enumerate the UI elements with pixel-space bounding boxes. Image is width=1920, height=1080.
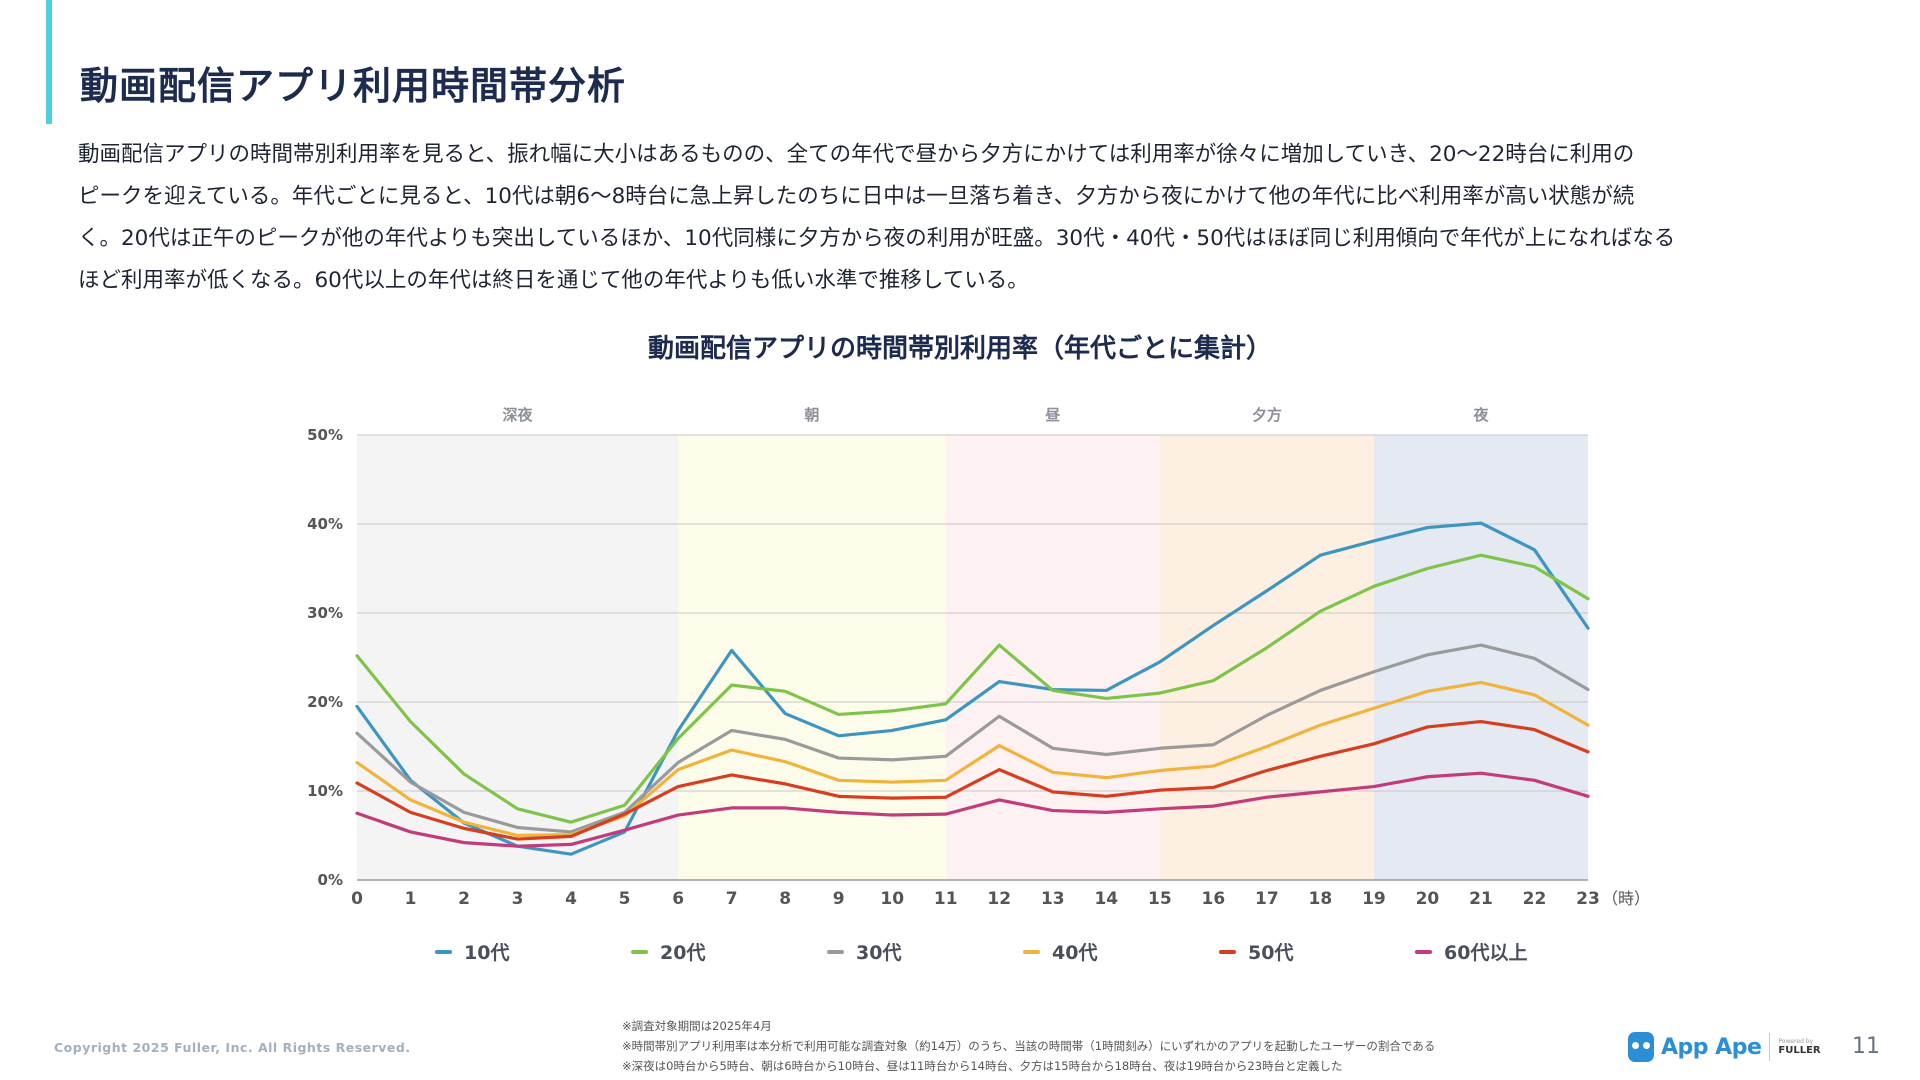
footnote: ※時間帯別アプリ利用率は本分析で利用可能な調査対象（約14万）のうち、当該の時間… (622, 1039, 1436, 1053)
x-tick-label: 9 (833, 889, 845, 909)
time-band (1373, 435, 1588, 880)
legend-label: 30代 (856, 942, 902, 964)
x-tick-label: 22 (1523, 889, 1547, 909)
band-label: 朝 (804, 406, 819, 424)
page-title: 動画配信アプリ利用時間帯分析 (80, 64, 627, 108)
legend-item-20s: 20代 (631, 938, 705, 965)
x-tick-label: 15 (1148, 889, 1172, 909)
time-band (678, 435, 946, 880)
legend-swatch (1415, 949, 1432, 954)
footnote: ※深夜は0時台から5時台、朝は6時台から10時台、昼は11時台から14時台、夕方… (622, 1059, 1343, 1073)
x-tick-label: 1 (405, 889, 417, 909)
band-label: 夕方 (1252, 406, 1282, 424)
x-unit-label: （時） (1602, 889, 1650, 908)
x-tick-label: 23 (1576, 889, 1600, 909)
series-line (355, 680, 1590, 838)
band-label: 昼 (1045, 406, 1060, 424)
x-tick-label: 6 (672, 889, 684, 909)
legend-item-40s: 40代 (1023, 938, 1097, 965)
footnotes: ※調査対象期間は2025年4月 ※時間帯別アプリ利用率は本分析で利用可能な調査対… (622, 1016, 1435, 1076)
y-tick-label: 0% (318, 871, 343, 889)
y-tick-label: 50% (307, 426, 343, 444)
x-tick-label: 5 (619, 889, 631, 909)
legend-swatch (827, 949, 844, 954)
x-tick-label: 3 (512, 889, 524, 909)
legend-label: 10代 (464, 942, 510, 964)
x-tick-label: 10 (880, 889, 904, 909)
x-tick-label: 13 (1041, 889, 1065, 909)
legend-item-60s-plus: 60代以上 (1415, 938, 1527, 965)
powered-by: Powered by FULLER (1778, 1038, 1820, 1056)
app-ape-logo: App Ape Powered by FULLER (1628, 1030, 1821, 1064)
intro-line: く。20代は正午のピークが他の年代よりも突出しているほか、10代同様に夕方から夜… (78, 226, 1676, 251)
series-line (355, 771, 1590, 848)
x-tick-label: 20 (1416, 889, 1440, 909)
intro-line: 動画配信アプリの時間帯別利用率を見ると、振れ幅に大小はあるものの、全ての年代で昼… (78, 142, 1635, 167)
app-ape-icon (1628, 1032, 1654, 1062)
band-label: 夜 (1472, 406, 1489, 424)
footnote: ※調査対象期間は2025年4月 (622, 1019, 772, 1033)
time-band (1159, 435, 1374, 880)
legend-swatch (1219, 949, 1236, 954)
x-tick-label: 21 (1469, 889, 1493, 909)
x-tick-label: 17 (1255, 889, 1279, 909)
series-line (355, 719, 1590, 841)
copyright: Copyright 2025 Fuller, Inc. All Rights R… (54, 1040, 411, 1055)
x-tick-label: 19 (1362, 889, 1386, 909)
legend-swatch (435, 949, 452, 954)
legend-swatch (1023, 949, 1040, 954)
chart-legend: 10代 20代 30代 40代 50代 60代以上 (435, 938, 1635, 968)
legend-label: 40代 (1052, 942, 1098, 964)
x-tick-label: 4 (565, 889, 577, 909)
intro-line: ピークを迎えている。年代ごとに見ると、10代は朝6〜8時台に急上昇したのちに日中… (78, 184, 1635, 209)
y-tick-label: 30% (307, 604, 343, 622)
logo-divider (1769, 1033, 1771, 1061)
y-tick-label: 20% (307, 693, 343, 711)
legend-label: 50代 (1248, 942, 1294, 964)
x-tick-label: 0 (351, 889, 363, 909)
chart-title: 動画配信アプリの時間帯別利用率（年代ごとに集計） (647, 334, 1272, 364)
legend-swatch (631, 949, 648, 954)
intro-text: 動画配信アプリの時間帯別利用率を見ると、振れ幅に大小はあるものの、全ての年代で昼… (78, 134, 1868, 302)
y-tick-label: 10% (307, 782, 343, 800)
intro-line: ほど利用率が低くなる。60代以上の年代は終日を通じて他の年代よりも低い水準で推移… (78, 268, 1029, 293)
band-label: 深夜 (503, 406, 534, 424)
fuller-logo-text: FULLER (1778, 1045, 1821, 1056)
x-tick-label: 16 (1202, 889, 1226, 909)
x-tick-label: 11 (934, 889, 958, 909)
title-accent-bar (46, 0, 52, 124)
legend-label: 60代以上 (1444, 942, 1528, 964)
powered-by-label: Powered by (1778, 1038, 1814, 1045)
series-line (355, 521, 1590, 856)
x-tick-label: 8 (779, 889, 791, 909)
series-line (355, 643, 1590, 834)
x-tick-label: 2 (458, 889, 470, 909)
page-number: 11 (1852, 1034, 1880, 1059)
legend-item-10s: 10代 (435, 938, 509, 965)
y-tick-label: 40% (307, 515, 343, 533)
series-line (355, 553, 1590, 824)
x-tick-label: 18 (1309, 889, 1333, 909)
logo-text: App Ape (1661, 1034, 1762, 1060)
x-tick-label: 12 (987, 889, 1011, 909)
x-tick-label: 7 (726, 889, 738, 909)
legend-item-30s: 30代 (827, 938, 901, 965)
legend-label: 20代 (660, 942, 706, 964)
legend-item-50s: 50代 (1219, 938, 1293, 965)
x-tick-label: 14 (1094, 889, 1118, 909)
time-band (945, 435, 1160, 880)
